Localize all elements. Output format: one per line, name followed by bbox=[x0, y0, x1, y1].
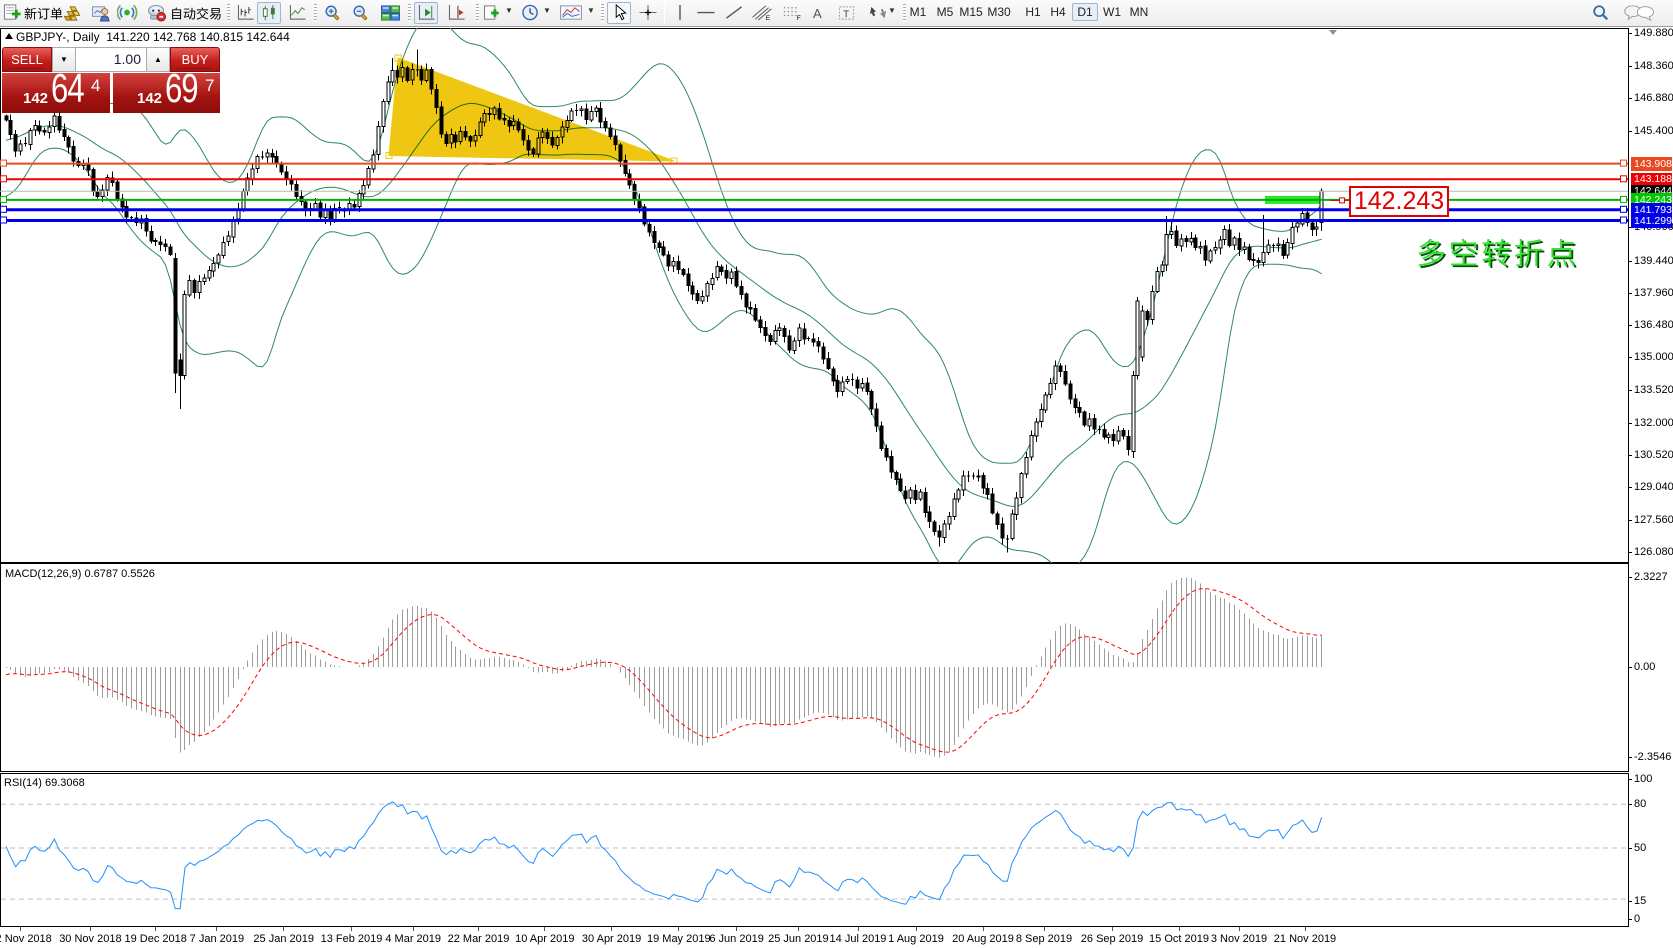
svg-text:E: E bbox=[766, 15, 771, 22]
svg-text:T: T bbox=[843, 9, 849, 20]
svg-text:F: F bbox=[797, 15, 801, 22]
